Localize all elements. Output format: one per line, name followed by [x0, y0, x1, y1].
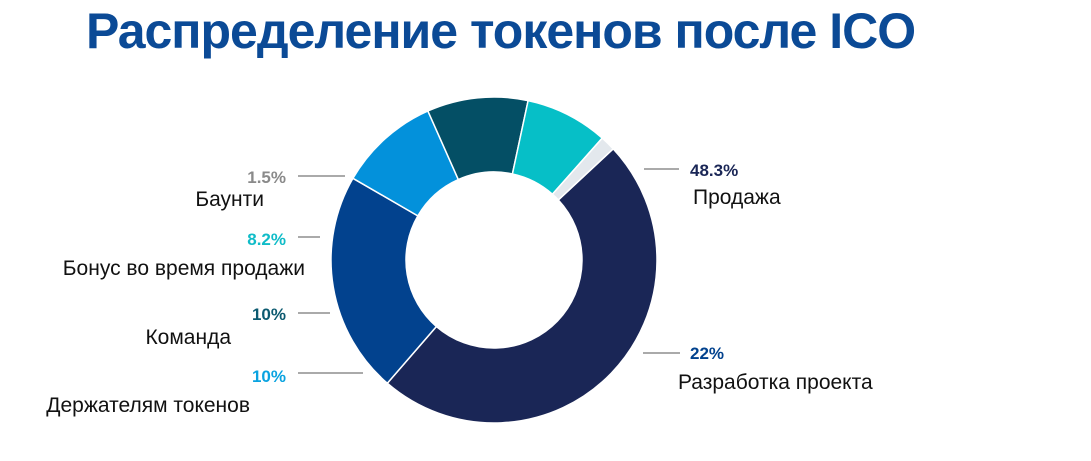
slice-value-label-6: 1.5% — [247, 168, 286, 187]
slice-category-label-2: Разработка проекта — [678, 371, 873, 394]
slice-category-label-3: Держателям токенов — [46, 394, 250, 417]
slice-category-label-5: Бонус во время продажи — [63, 257, 305, 280]
donut-slice-2 — [330, 177, 438, 385]
slice-category-label-6: Баунти — [195, 188, 264, 211]
donut-slice-1 — [386, 147, 658, 424]
donut-slice-6 — [551, 137, 615, 202]
chart-title: Распределение токенов после ICO — [86, 3, 916, 59]
slice-value-label-4: 10% — [252, 305, 286, 324]
slice-category-label-4: Команда — [145, 326, 231, 349]
slice-value-label-1: 48.3% — [690, 161, 738, 180]
slice-category-label-1: Продажа — [693, 186, 781, 209]
slice-value-label-2: 22% — [690, 344, 724, 363]
slice-value-label-5: 8.2% — [247, 230, 286, 249]
slice-value-label-3: 10% — [252, 367, 286, 386]
